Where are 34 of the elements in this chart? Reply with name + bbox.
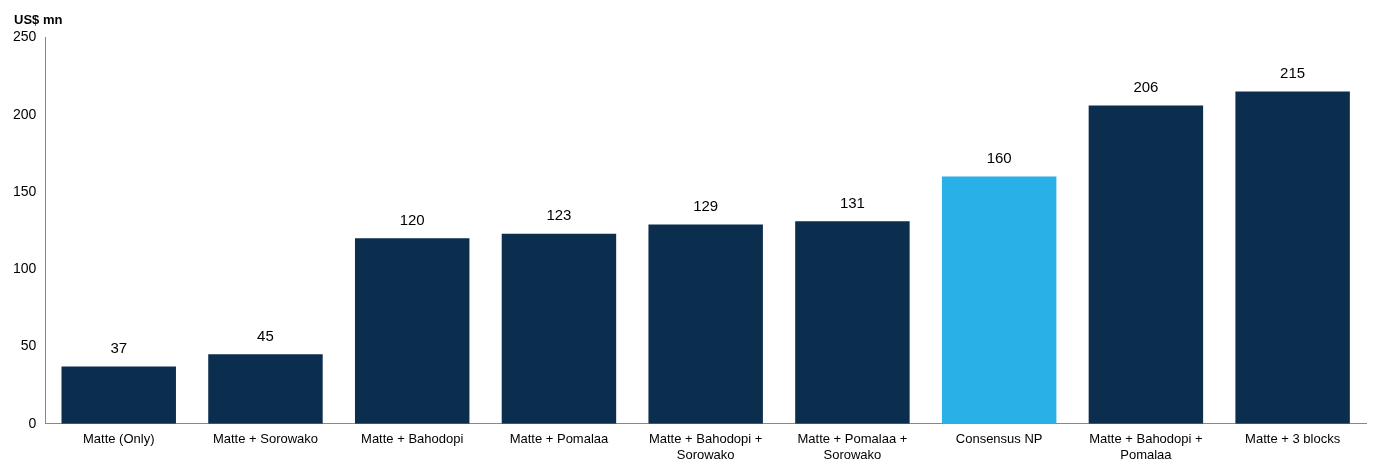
data-label: 129 — [693, 197, 719, 215]
x-tick-label: Matte (Only) — [82, 431, 155, 447]
x-tick-label: Matte + Bahodopi + Sorowako — [648, 431, 763, 462]
bar — [354, 238, 470, 424]
data-label: 45 — [257, 326, 274, 344]
data-label: 123 — [546, 206, 572, 224]
data-label: 160 — [986, 149, 1012, 167]
y-tick-label: 200 — [13, 105, 37, 122]
y-tick-label: 0 — [28, 414, 37, 431]
y-tick-label: 250 — [13, 28, 37, 45]
bar — [501, 233, 617, 424]
x-tick-label: Matte + Sorowako — [212, 431, 319, 447]
y-tick-label: 50 — [20, 337, 37, 354]
bar — [795, 221, 910, 424]
bar — [1235, 91, 1350, 424]
x-tick-label: Matte + Bahodopi + Pomalaa — [1089, 431, 1203, 462]
y-axis-title: US$ mn — [14, 12, 63, 27]
bar — [941, 176, 1057, 424]
x-tick-label: Matte + 3 blocks — [1245, 431, 1341, 447]
bar — [208, 354, 323, 424]
bar — [1088, 105, 1204, 424]
y-tick-label: 150 — [13, 182, 37, 199]
data-label: 131 — [839, 193, 865, 211]
data-label: 215 — [1280, 64, 1306, 82]
bar — [61, 366, 176, 424]
y-tick-label: 100 — [13, 260, 37, 277]
data-label: 120 — [399, 210, 425, 228]
x-tick-label: Matte + Bahodopi — [361, 431, 464, 447]
x-tick-label: Consensus NP — [955, 431, 1043, 447]
x-tick-label: Matte + Pomalaa + Sorowako — [797, 431, 908, 462]
bar — [648, 224, 763, 424]
data-label: 206 — [1133, 78, 1159, 96]
data-label: 37 — [110, 339, 128, 357]
x-tick-label: Matte + Pomalaa — [509, 431, 610, 447]
